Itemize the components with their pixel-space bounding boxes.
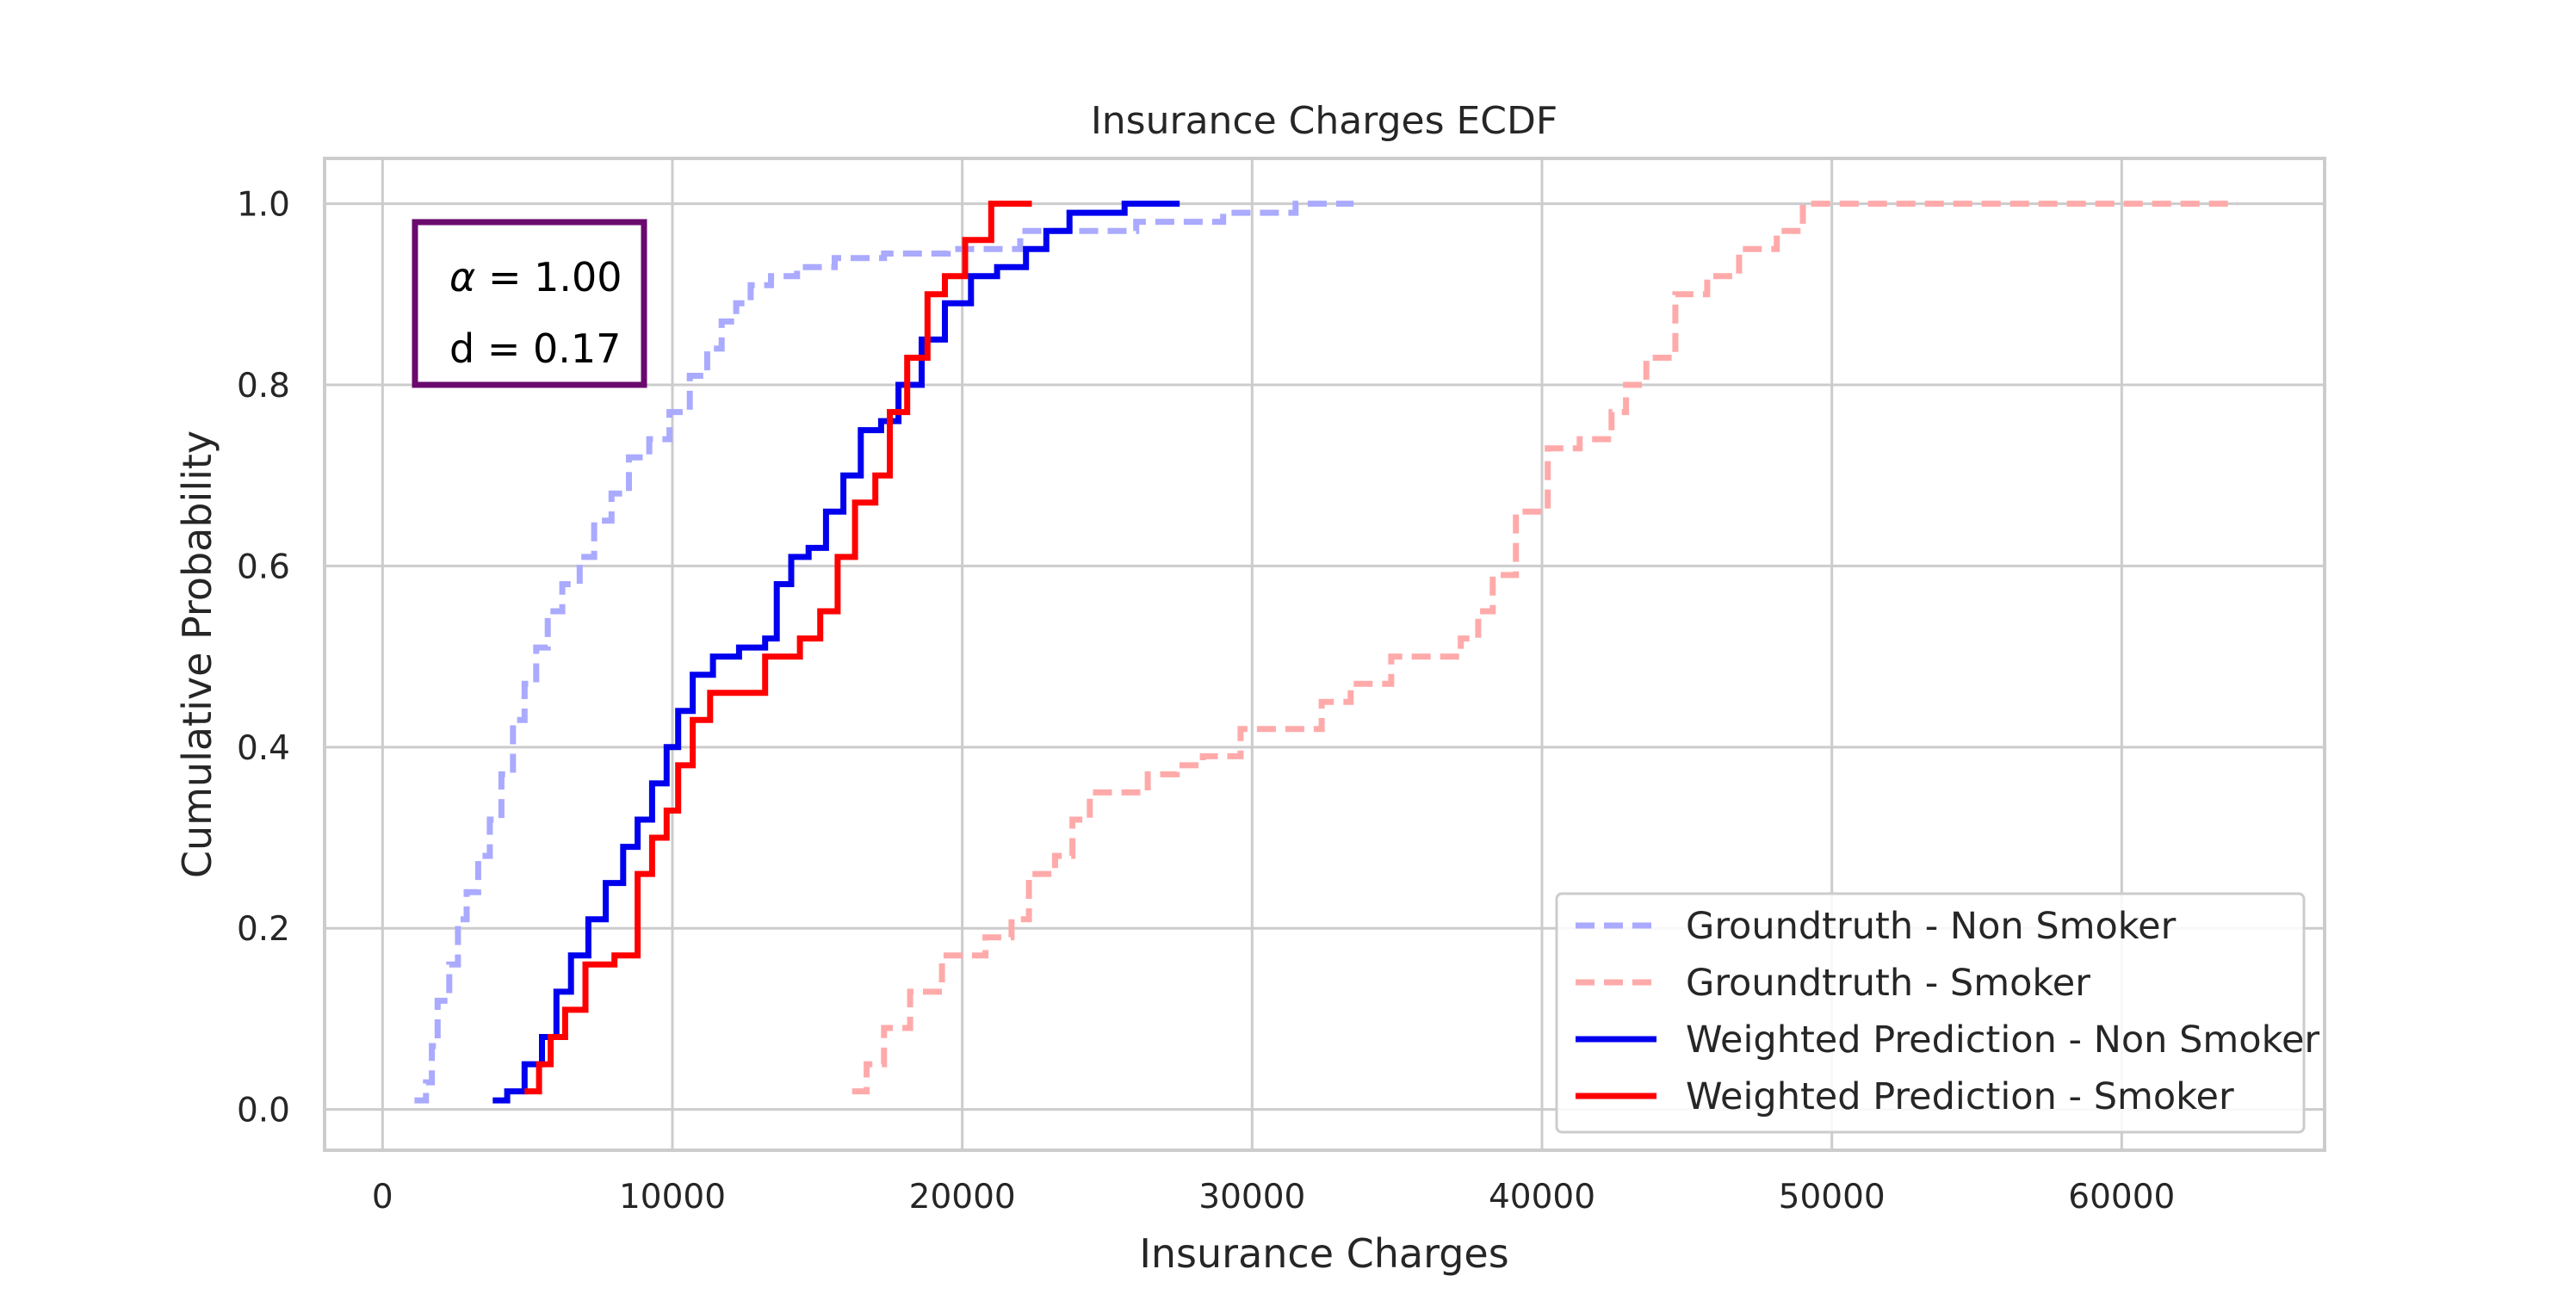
x-tick-label: 60000 bbox=[2068, 1178, 2175, 1217]
annotation-alpha: α = 1.00 bbox=[449, 254, 622, 300]
y-tick-label: 0.6 bbox=[237, 548, 290, 586]
legend-frame bbox=[1555, 892, 2306, 1134]
legend-label: Groundtruth - Non Smoker bbox=[1686, 905, 2177, 948]
tick-labels: 0 10000 20000 30000 40000 50000 60000 0.0 0.2 0.4… bbox=[237, 186, 2175, 1217]
annotation-box: α = 1.00 d = 0.17 bbox=[412, 219, 647, 388]
series-lines bbox=[414, 201, 2238, 1104]
y-tick-label: 0.8 bbox=[237, 367, 290, 406]
x-tick-label: 10000 bbox=[619, 1178, 726, 1217]
legend: Groundtruth - Non Smoker Groundtruth - Sm… bbox=[1555, 892, 2319, 1134]
x-axis-label: Insurance Charges bbox=[1139, 1230, 1508, 1277]
y-tick-label: 0.2 bbox=[237, 910, 290, 949]
alpha-value: = 1.00 bbox=[475, 254, 622, 300]
legend-label: Weighted Prediction - Non Smoker bbox=[1686, 1018, 2319, 1062]
y-tick-label: 0.4 bbox=[237, 729, 290, 768]
plot-frame bbox=[323, 157, 2326, 1152]
alpha-symbol: α bbox=[449, 254, 475, 300]
y-axis-label: Cumulative Probability bbox=[174, 430, 220, 878]
series-line-2 bbox=[492, 201, 1180, 1104]
annotation-d-value: d = 0.17 bbox=[449, 325, 621, 372]
y-tick-label: 1.0 bbox=[237, 186, 290, 225]
x-tick-label: 30000 bbox=[1198, 1178, 1305, 1217]
x-tick-label: 50000 bbox=[1779, 1178, 1886, 1217]
annotation-border bbox=[412, 219, 647, 388]
series-line-0 bbox=[414, 201, 1354, 1104]
x-tick-label: 40000 bbox=[1489, 1178, 1595, 1217]
grid-lines bbox=[325, 158, 2325, 1150]
series-line-1 bbox=[851, 201, 2238, 1095]
x-tick-label: 0 bbox=[372, 1178, 393, 1217]
y-tick-label: 0.0 bbox=[237, 1092, 290, 1130]
legend-label: Groundtruth - Smoker bbox=[1686, 962, 2090, 1005]
chart-title: Insurance Charges ECDF bbox=[1091, 99, 1557, 143]
x-tick-label: 20000 bbox=[909, 1178, 1016, 1217]
legend-label: Weighted Prediction - Smoker bbox=[1686, 1075, 2234, 1118]
series-line-3 bbox=[524, 201, 1032, 1095]
